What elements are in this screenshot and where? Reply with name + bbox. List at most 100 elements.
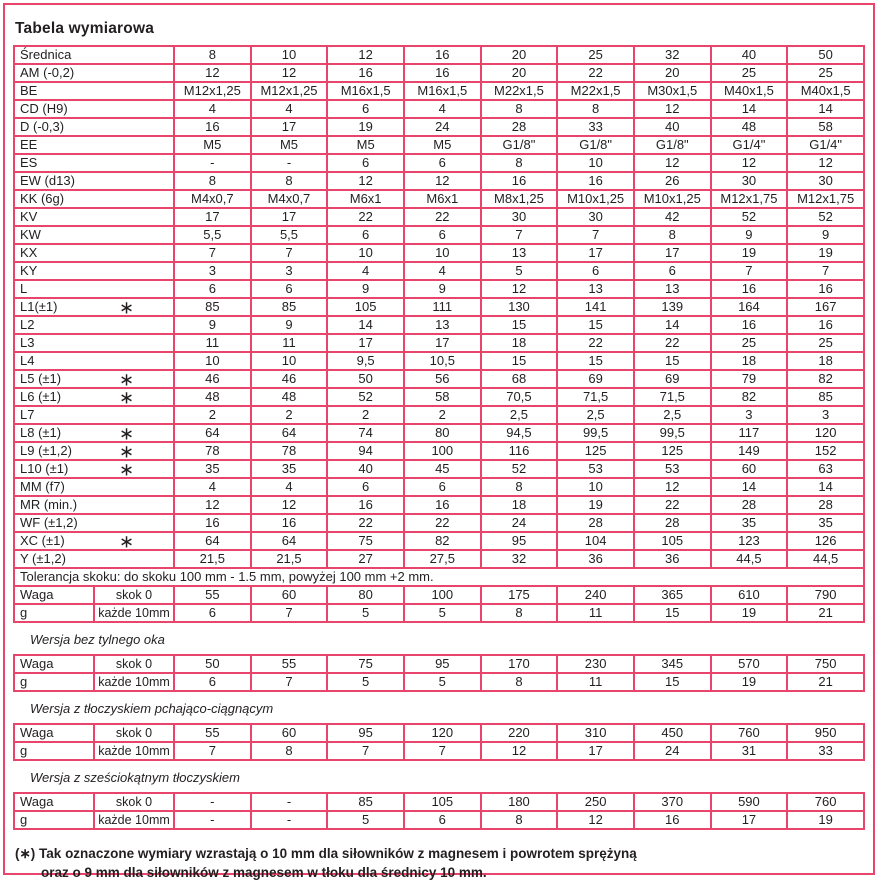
table-cell: 2,5: [632, 405, 712, 425]
table-cell: 3: [709, 405, 789, 425]
table-cell: M12x1,75: [786, 189, 865, 209]
table-cell: 30: [786, 171, 865, 191]
table-cell: 7: [709, 261, 789, 281]
table-cell: G1/4": [709, 135, 789, 155]
table-cell: 15: [632, 603, 712, 623]
table-cell: 17: [249, 117, 329, 137]
table-row: L 6 6 9 9 12 13 13 16 16: [13, 279, 865, 299]
row-label-text: KK (6g): [20, 191, 65, 206]
table-cell: 28: [786, 495, 865, 515]
table-cell: 27,5: [402, 549, 482, 569]
row-label: L5 (±1) ∗: [13, 369, 175, 389]
table-cell: M40x1,5: [709, 81, 789, 101]
table-cell: M4x0,7: [249, 189, 329, 209]
table-cell: 6: [173, 603, 252, 623]
table-cell: 4: [402, 99, 482, 119]
table-row: XC (±1) ∗ 64 64 75 82 95 104 105 123 126: [13, 531, 865, 551]
table-cell: 30: [709, 171, 789, 191]
table-cell: 250: [556, 792, 635, 812]
table-cell: 12: [556, 810, 635, 830]
table-cell: 44,5: [786, 549, 865, 569]
table-cell: 25: [786, 63, 865, 83]
table-cell: -: [249, 792, 329, 812]
table-cell: 55: [173, 723, 252, 743]
row-label-text: L5 (±1): [20, 371, 62, 386]
table-cell: 12: [632, 153, 712, 173]
table-cell: 69: [632, 369, 712, 389]
table-cell: 85: [786, 387, 865, 407]
table-cell: 10: [556, 477, 635, 497]
row-label-text: L: [20, 281, 28, 296]
table-cell: 12: [173, 495, 252, 515]
row-label-text: XC (±1): [20, 533, 65, 548]
footnote-line-1: (∗) Tak oznaczone wymiary wzrastają o 10…: [15, 846, 637, 861]
table-cell: 2: [402, 405, 482, 425]
table-cell: G1/8": [479, 135, 559, 155]
table-cell: -: [173, 153, 252, 173]
tolerance-row: Tolerancja skoku: do skoku 100 mm - 1.5 …: [13, 567, 865, 587]
weight-sublabel: każde 10mm: [93, 603, 175, 623]
row-label-text: L3: [20, 335, 35, 350]
row-label-text: EE: [20, 137, 38, 152]
table-cell: 7: [249, 603, 329, 623]
table-cell: 69: [556, 369, 635, 389]
table-cell: 64: [173, 423, 252, 443]
table-cell: 7: [173, 243, 252, 263]
table-cell: 24: [632, 741, 712, 761]
table-cell: 46: [249, 369, 329, 389]
table-cell: 149: [709, 441, 789, 461]
row-label: KX: [13, 243, 175, 263]
table-cell: 6: [402, 153, 482, 173]
table-cell: 7: [479, 225, 559, 245]
weight-table-push-pull-rod: Waga skok 0 55 60 95 120 220 310 450 760 950 g każde…: [13, 723, 865, 761]
table-cell: 15: [556, 351, 635, 371]
table-cell: 9,5: [326, 351, 405, 371]
table-cell: 12: [173, 63, 252, 83]
table-cell: 48: [249, 387, 329, 407]
table-cell: 85: [249, 297, 329, 317]
table-cell: 105: [632, 531, 712, 551]
table-row: L8 (±1) ∗ 64 64 74 80 94,5 99,5 99,5 117 120: [13, 423, 865, 443]
table-row: L1(±1) ∗ 85 85 105 111 130 141 139 164 167: [13, 297, 865, 317]
row-label-text: D (-0,3): [20, 119, 65, 134]
table-cell: 68: [479, 369, 559, 389]
table-cell: 95: [326, 723, 405, 743]
table-cell: 7: [786, 261, 865, 281]
table-cell: 6: [402, 810, 482, 830]
weight-sublabel: skok 0: [93, 654, 175, 674]
table-cell: M5: [326, 135, 405, 155]
table-cell: 24: [402, 117, 482, 137]
table-cell: 10: [326, 243, 405, 263]
table-row: KW 5,5 5,5 6 6 7 7 8 9 9: [13, 225, 865, 245]
table-cell: 46: [173, 369, 252, 389]
table-cell: 64: [173, 531, 252, 551]
table-cell: 16: [326, 63, 405, 83]
table-cell: 70,5: [479, 387, 559, 407]
weight-label: g: [13, 741, 95, 761]
table-row: L6 (±1) ∗ 48 48 52 58 70,5 71,5 71,5 82 85: [13, 387, 865, 407]
table-cell: M22x1,5: [479, 81, 559, 101]
table-cell: 99,5: [556, 423, 635, 443]
row-label: ES: [13, 153, 175, 173]
table-cell: 180: [479, 792, 559, 812]
table-cell: 365: [632, 585, 712, 605]
footnote-line-2: oraz o 9 mm dla siłowników z magnesem w …: [41, 865, 487, 880]
row-label: L6 (±1) ∗: [13, 387, 175, 407]
table-cell: -: [173, 810, 252, 830]
row-label: L4: [13, 351, 175, 371]
table-cell: 19: [709, 603, 789, 623]
table-cell: 17: [326, 333, 405, 353]
table-cell: 7: [402, 741, 482, 761]
table-cell: 19: [556, 495, 635, 515]
table-cell: 175: [479, 585, 559, 605]
table-cell: G1/8": [632, 135, 712, 155]
table-cell: 71,5: [556, 387, 635, 407]
table-cell: 8: [479, 603, 559, 623]
star-icon: ∗: [119, 424, 135, 442]
table-cell: 760: [786, 792, 865, 812]
table-cell: 22: [632, 495, 712, 515]
table-cell: 28: [709, 495, 789, 515]
table-cell: 35: [173, 459, 252, 479]
footnote: (∗) Tak oznaczone wymiary wzrastają o 10…: [15, 844, 866, 882]
table-cell: 33: [556, 117, 635, 137]
